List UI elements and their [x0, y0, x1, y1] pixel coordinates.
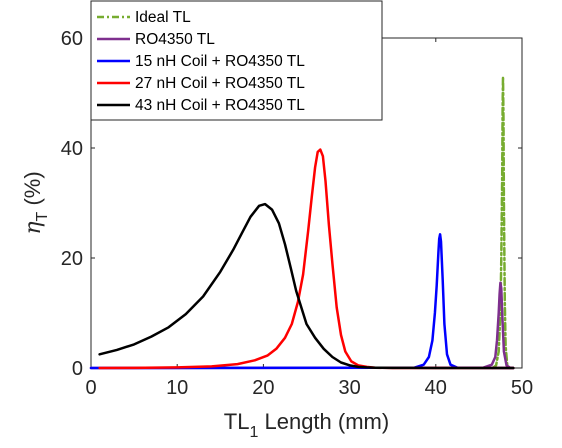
legend-entry-label: RO4350 TL [135, 31, 215, 48]
y-axis-title: ηT (%) [20, 171, 51, 234]
y-tick-label: 40 [61, 138, 83, 160]
series-line-3 [89, 233, 515, 370]
y-axis-title-main: η [21, 221, 46, 234]
series-line-5 [98, 202, 515, 370]
x-tick-label: 20 [252, 377, 274, 399]
y-tick-label: 0 [72, 358, 83, 380]
legend-entry-label: 43 nH Coil + RO4350 TL [135, 97, 305, 114]
x-axis-title-subscript: 1 [249, 424, 258, 441]
legend-entry-label: 27 nH Coil + RO4350 TL [135, 75, 305, 92]
series-line-2 [89, 281, 515, 370]
x-axis-title: TL1 Length (mm) [224, 409, 389, 441]
x-tick-label: 10 [166, 377, 188, 399]
x-tick-label: 0 [85, 377, 96, 399]
legend: Ideal TL RO4350 TL 15 nH Coil + RO4350 TL 2… [90, 0, 383, 121]
legend-frame [90, 0, 383, 121]
x-tick-label: 40 [425, 377, 447, 399]
x-tick-label: 30 [338, 377, 360, 399]
y-axis-title-subscript: T [34, 211, 51, 221]
series-line-1 [491, 75, 512, 370]
y-tick-label: 20 [61, 248, 83, 270]
x-axis-title-main: TL [224, 409, 250, 434]
legend-entry-label: Ideal TL [135, 9, 191, 26]
y-axis-title-rest: (%) [20, 171, 45, 211]
series-line-4 [98, 148, 515, 370]
x-axis-title-rest: Length (mm) [258, 409, 389, 434]
series-lines [89, 75, 515, 370]
legend-entry-label: 15 nH Coil + RO4350 TL [135, 53, 305, 70]
x-tick-label: 50 [511, 377, 533, 399]
y-tick-label: 60 [61, 28, 83, 50]
